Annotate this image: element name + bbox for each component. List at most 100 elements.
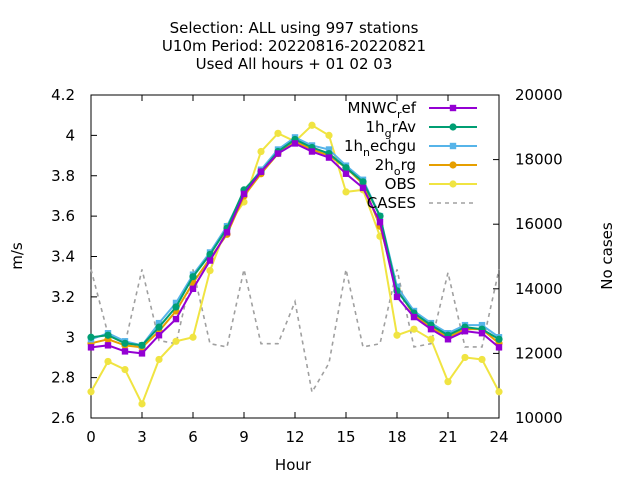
legend-label: MNWCref: [347, 99, 416, 121]
series-mnwcref-point: [87, 344, 95, 351]
legend-swatch-point: [449, 104, 457, 112]
legend-swatch-point: [449, 180, 457, 188]
series-mnwcref-point: [325, 154, 333, 161]
x-tick-label: 12: [285, 428, 304, 446]
y2-axis: 10000 12000 14000 16000 18000 20000: [493, 86, 563, 427]
series-mnwcref-point: [138, 350, 146, 357]
series-obs-point: [104, 357, 112, 366]
series-mnwcref-point: [495, 344, 503, 351]
series-obs-point: [444, 378, 452, 386]
series-1hgrav: [87, 135, 503, 349]
series-obs-point: [189, 333, 197, 341]
x-tick-label: 3: [137, 428, 147, 446]
series-mnwcref-point: [427, 325, 435, 333]
series-obs-point: [172, 337, 180, 345]
series-obs-point: [138, 400, 146, 408]
series-1hnechgu-point: [478, 321, 486, 329]
legend-label: CASES: [367, 194, 416, 212]
series-line-mnwcref: [90, 142, 500, 355]
series-mnwcref-point: [291, 140, 299, 147]
series-mnwcref: [87, 140, 503, 357]
series-obs-point: [206, 267, 214, 275]
legend-label: 1hgrAv: [366, 118, 417, 140]
series-mnwcref-point: [478, 330, 486, 337]
series-obs-point: [274, 129, 282, 137]
y-axis-label: m/s: [8, 242, 26, 270]
series-mnwcref-point: [359, 184, 367, 192]
series-mnwcref-point: [206, 257, 214, 264]
legend-label: 2horg: [375, 156, 416, 178]
legend-label-main: MNWC: [347, 99, 396, 117]
series-cases: [90, 269, 500, 395]
series-mnwcref-point: [223, 229, 231, 236]
y-tick-label: 2.8: [51, 369, 75, 387]
legend-item-1hgrav: 1hgrAv: [366, 118, 477, 140]
series-mnwcref-point: [121, 348, 129, 355]
series-1hgrav-point: [359, 178, 367, 186]
legend-swatch-point: [449, 123, 457, 131]
series-obs-point: [308, 121, 316, 129]
x-axis-label: Hour: [275, 456, 312, 474]
legend-label-main: CASES: [367, 194, 416, 212]
legend-swatch-point: [449, 161, 457, 169]
x-tick-label: 15: [336, 428, 355, 446]
y-tick-label: 2.6: [51, 409, 75, 427]
y-tick-label: 3.4: [51, 248, 75, 266]
series-1hnechgu: [87, 134, 503, 349]
series-1hgrav-point: [155, 323, 163, 331]
series-1hgrav-point: [495, 335, 503, 343]
x-tick-label: 21: [438, 428, 457, 446]
legend-label: 1hnechgu: [344, 137, 416, 159]
series-mnwcref-point: [172, 315, 180, 323]
series-obs-point: [342, 188, 350, 196]
y-tick-label: 3: [65, 328, 75, 346]
legend-label-main: 1h: [366, 118, 385, 136]
series-1hgrav-point: [138, 341, 146, 349]
series-1hnechgu-point: [155, 319, 163, 327]
y2-tick-label: 12000: [515, 344, 563, 362]
series-mnwcref-point: [257, 168, 265, 175]
series-mnwcref-point: [104, 342, 112, 349]
series-2horg: [87, 137, 503, 351]
series-obs-point: [410, 325, 418, 333]
y-tick-label: 3.6: [51, 207, 75, 225]
legend-label: OBS: [385, 175, 416, 193]
legend-label-suffix: echgu: [370, 137, 416, 155]
x-tick-label: 24: [489, 428, 508, 446]
series-1hgrav-point: [342, 164, 350, 172]
legend-label-subscript: o: [394, 165, 401, 178]
series-obs-point: [257, 147, 265, 156]
x-tick-label: 0: [86, 428, 96, 446]
legend-item-1hnechgu: 1hnechgu: [344, 137, 477, 159]
y2-tick-label: 16000: [515, 215, 563, 233]
series-mnwcref-point: [155, 332, 163, 339]
y-tick-label: 4.2: [51, 86, 75, 104]
legend-label-main: 2h: [375, 156, 394, 174]
title-line: U10m Period: 20220816-20220821: [162, 37, 426, 55]
legend-item-cases: CASES: [367, 194, 477, 212]
series-1hnechgu-point: [325, 146, 333, 153]
y-tick-label: 4: [65, 126, 75, 144]
series-line-cases: [90, 269, 500, 395]
y2-tick-label: 20000: [515, 86, 563, 104]
series-line-obs: [90, 124, 500, 407]
series-obs-point: [87, 388, 95, 396]
title-line: Used All hours + 01 02 03: [196, 55, 393, 73]
series-mnwcref-point: [240, 190, 248, 198]
legend-swatch-point: [449, 142, 457, 150]
series-mnwcref-point: [308, 148, 316, 155]
x-tick-label: 18: [387, 428, 406, 446]
y-tick-label: 3.8: [51, 167, 75, 185]
series-obs-point: [155, 355, 163, 364]
series-1hgrav-point: [172, 303, 180, 311]
x-tick-label: 9: [239, 428, 249, 446]
series-1hgrav-point: [121, 339, 129, 347]
y2-axis-label: No cases: [598, 222, 616, 290]
legend-label-suffix: rAv: [392, 118, 417, 136]
y2-tick-label: 14000: [515, 280, 563, 298]
x-tick-label: 6: [188, 428, 198, 446]
legend-label-suffix: rg: [401, 156, 416, 174]
legend-item-obs: OBS: [385, 175, 477, 193]
title-line: Selection: ALL using 997 stations: [170, 19, 419, 37]
